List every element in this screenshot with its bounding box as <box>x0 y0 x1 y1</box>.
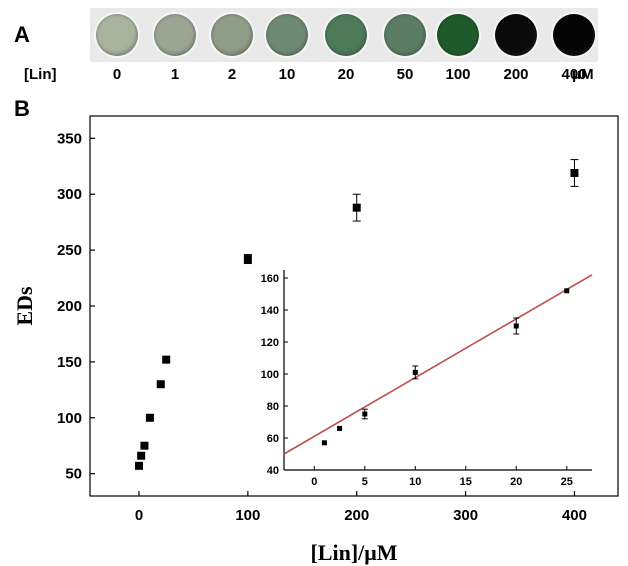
x-tick-label-400: 400 <box>562 507 587 524</box>
well-20 <box>325 14 367 56</box>
well-2 <box>211 14 253 56</box>
x-axis-title: [Lin]/μM <box>310 540 397 565</box>
panel-b-label: B <box>14 96 30 121</box>
inset-x-tick-label-0: 0 <box>311 476 317 488</box>
well-200 <box>495 14 537 56</box>
inset-y-tick-label-100: 100 <box>261 369 279 381</box>
concentration-unit-label: μM <box>572 66 594 83</box>
inset-y-tick-label-120: 120 <box>261 337 279 349</box>
y-axis-title: EDs <box>12 286 37 326</box>
main-data-point-5 <box>162 355 171 364</box>
inset-fit-line <box>283 274 593 455</box>
main-data-point-3 <box>145 413 154 422</box>
inset-data-point-0 <box>321 440 327 446</box>
inset-x-tick-label-5: 5 <box>362 476 368 488</box>
concentration-label-200: 200 <box>503 66 529 83</box>
concentration-label-20: 20 <box>337 66 355 83</box>
main-data-point-6 <box>243 255 252 264</box>
inset-x-tick-label-25: 25 <box>561 476 573 488</box>
inset-data-point-1 <box>337 425 343 431</box>
inset-y-tick-label-40: 40 <box>267 465 279 477</box>
well-400 <box>553 14 595 56</box>
main-data-point-4 <box>156 380 165 389</box>
main-data-point-2 <box>140 441 149 450</box>
y-tick-label-250: 250 <box>57 242 82 259</box>
main-data-point-0 <box>134 461 143 470</box>
concentration-label-0: 0 <box>112 66 122 83</box>
x-tick-label-200: 200 <box>344 507 369 524</box>
inset-x-tick-label-20: 20 <box>510 476 522 488</box>
y-tick-label-100: 100 <box>57 410 82 427</box>
inset-y-tick-label-60: 60 <box>267 433 279 445</box>
inset-data-point-4 <box>513 323 519 329</box>
main-data-point-7 <box>352 203 361 212</box>
concentration-label-50: 50 <box>396 66 414 83</box>
concentration-label-1: 1 <box>170 66 180 83</box>
inset-y-tick-label-140: 140 <box>261 305 279 317</box>
inset-data-point-3 <box>412 369 418 375</box>
main-data-point-1 <box>137 451 146 460</box>
inset-x-tick-label-10: 10 <box>409 476 421 488</box>
well-plate-strip <box>90 8 598 62</box>
concentration-label-10: 10 <box>278 66 296 83</box>
inset-x-tick-label-15: 15 <box>460 476 472 488</box>
y-tick-label-50: 50 <box>65 466 82 483</box>
well-100 <box>437 14 479 56</box>
y-tick-label-200: 200 <box>57 298 82 315</box>
y-tick-label-300: 300 <box>57 186 82 203</box>
well-0 <box>96 14 138 56</box>
inset-y-tick-label-160: 160 <box>261 273 279 285</box>
concentration-label-2: 2 <box>227 66 237 83</box>
panel-a-label: A <box>14 22 30 47</box>
well-10 <box>266 14 308 56</box>
x-tick-label-0: 0 <box>135 507 143 524</box>
concentration-label-100: 100 <box>445 66 471 83</box>
concentration-row-label: [Lin] <box>24 66 57 83</box>
inset-y-tick-label-80: 80 <box>267 401 279 413</box>
concentration-label-400: 400 <box>561 66 587 83</box>
inset-data-point-2 <box>362 411 368 417</box>
well-1 <box>154 14 196 56</box>
main-data-point-8 <box>570 169 579 177</box>
y-tick-label-350: 350 <box>57 130 82 147</box>
y-tick-label-150: 150 <box>57 354 82 371</box>
well-50 <box>384 14 426 56</box>
x-tick-label-300: 300 <box>453 507 478 524</box>
x-tick-label-100: 100 <box>235 507 260 524</box>
inset-data-point-5 <box>564 288 570 294</box>
